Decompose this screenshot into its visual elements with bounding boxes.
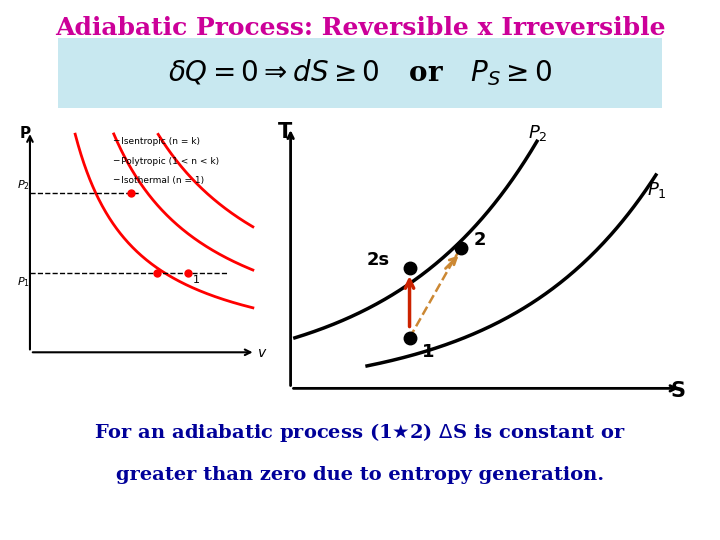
Text: $\delta Q = 0 \Rightarrow dS \geq 0$   or   $P_S \geq 0$: $\delta Q = 0 \Rightarrow dS \geq 0$ or … [168, 57, 552, 89]
Text: 1: 1 [422, 343, 435, 361]
Text: ─ Isentropic (n = k): ─ Isentropic (n = k) [113, 137, 200, 146]
Text: $P_2$: $P_2$ [17, 178, 30, 192]
Text: S: S [670, 381, 685, 401]
Text: For an adiabatic process (1$\bigstar$2) $\Delta$S is constant or: For an adiabatic process (1$\bigstar$2) … [94, 421, 626, 443]
Text: greater than zero due to entropy generation.: greater than zero due to entropy generat… [116, 466, 604, 484]
Text: 2s: 2s [367, 251, 390, 269]
Text: ─ Polytropic (1 < n < k): ─ Polytropic (1 < n < k) [113, 157, 219, 166]
Text: 1: 1 [193, 275, 200, 285]
Text: v: v [258, 346, 266, 360]
Text: T: T [278, 122, 292, 141]
Text: $P_1$: $P_1$ [17, 275, 30, 289]
Text: $P_1$: $P_1$ [647, 180, 667, 200]
Text: ─ Isothermal (n = 1): ─ Isothermal (n = 1) [113, 177, 204, 185]
Text: P: P [19, 126, 31, 141]
Text: $P_2$: $P_2$ [528, 124, 548, 144]
Text: Adiabatic Process: Reversible x Irreversible: Adiabatic Process: Reversible x Irrevers… [55, 16, 665, 40]
Text: 2: 2 [473, 231, 486, 249]
